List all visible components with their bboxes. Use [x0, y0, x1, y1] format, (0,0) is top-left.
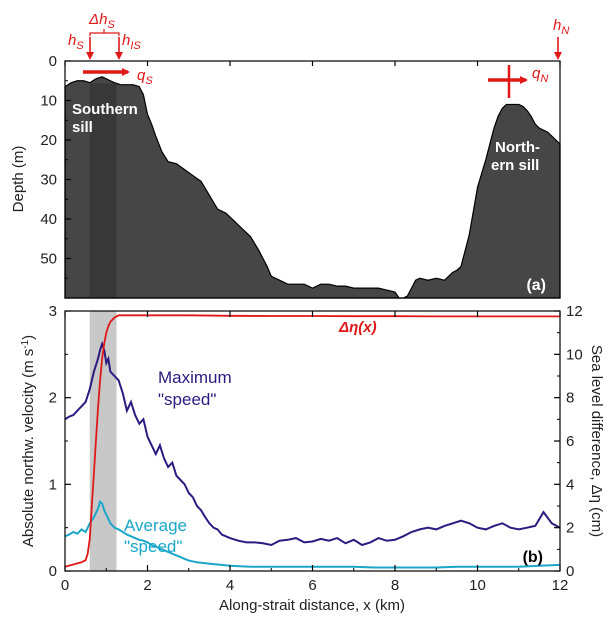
- panel-b-y-tick-label-right: 6: [566, 433, 574, 450]
- panel-b-y-tick-label-left: 3: [49, 303, 57, 320]
- southern-sill-shade: [89, 83, 117, 298]
- sill-annotations: ΔhS hS hIS qS hN qN: [68, 11, 569, 98]
- series-label-avg-speed-1: Average: [124, 516, 187, 535]
- panel-b-y-tick-label-right: 0: [566, 563, 574, 580]
- dhs-bracket: [89, 29, 120, 36]
- panel-b-x-tick-label: 6: [308, 577, 316, 594]
- panel-b-y-tick-label-right: 12: [566, 303, 583, 320]
- panel-b-x-tick-label: 8: [391, 577, 399, 594]
- panel-b-x-tick-label: 4: [226, 577, 234, 594]
- panel-b-x-tick-label: 0: [61, 577, 69, 594]
- series-label-max-speed-1: Maximum: [158, 368, 232, 387]
- series-line-max-speed: [64, 340, 561, 547]
- series-label-max-speed-2: "speed": [158, 390, 216, 409]
- hs-label: hS: [68, 32, 84, 52]
- panel-a-y-tick-label: 30: [40, 172, 57, 189]
- series-line-average-speed: [64, 499, 561, 569]
- panel-b-y-tick-label-right: 4: [566, 476, 574, 493]
- panel-a-y-tick-label: 40: [40, 211, 57, 228]
- panel-a-label: (a): [526, 277, 546, 294]
- series-label-avg-speed-2: "speed": [124, 537, 182, 556]
- panel-b-y-tick-label-right: 10: [566, 346, 583, 363]
- panel-b-xlabel: Along-strait distance, x (km): [219, 597, 405, 614]
- panel-b-y-tick-label-left: 0: [49, 563, 57, 580]
- dhs-label: ΔhS: [88, 11, 115, 31]
- panel-b-ylabel-right: Sea level difference, Δη (cm): [588, 345, 605, 537]
- series-label-delta-eta: Δη(x): [338, 319, 377, 336]
- southern-sill-label-1: Southern: [72, 101, 138, 118]
- panel-a-y-tick-label: 50: [40, 251, 57, 268]
- series-line-delta-eta: [64, 314, 560, 568]
- panel-a: 0 10 20 30 40 50 Depth (m) Southern sill Nort…: [10, 11, 569, 299]
- panel-a-y-tick-label: 10: [40, 93, 57, 110]
- hn-label: hN: [553, 17, 569, 37]
- panel-b-ylabel-left: Absolute northw. velocity (m s-1): [20, 335, 37, 547]
- panel-b-x-tick-label: 2: [143, 577, 151, 594]
- northern-sill-label-2: ern sill: [491, 157, 539, 174]
- panel-b-y-tick-label-right: 8: [566, 390, 574, 407]
- qs-label: qS: [137, 67, 153, 87]
- panel-a-y-tick-label: 20: [40, 132, 57, 149]
- northern-sill-label-1: North-: [495, 139, 540, 156]
- panel-b-y-ticks-right: 0 2 4 6 8 10 12: [554, 303, 583, 580]
- panel-a-y-ticks: 0 10 20 30 40 50: [40, 53, 561, 279]
- qn-label: qN: [532, 65, 548, 85]
- his-label: hIS: [122, 32, 141, 52]
- southern-sill-label-2: sill: [72, 119, 93, 136]
- panel-b-y-tick-label-right: 2: [566, 520, 574, 537]
- panel-b-x-tick-label: 12: [552, 577, 569, 594]
- panel-a-ylabel: Depth (m): [10, 146, 27, 213]
- panel-a-y-tick-label: 0: [49, 53, 57, 70]
- panel-b-label: (b): [523, 549, 543, 566]
- panel-b-x-tick-label: 10: [469, 577, 486, 594]
- panel-b-y-tick-label-left: 2: [49, 390, 57, 407]
- bathymetry-area: [64, 76, 561, 299]
- panel-b-y-tick-label-left: 1: [49, 476, 57, 493]
- panel-b-y-ticks-left: 0 1 2 3: [49, 303, 71, 580]
- panel-b-x-ticks: 0 2 4 6 8 10 12: [61, 311, 569, 594]
